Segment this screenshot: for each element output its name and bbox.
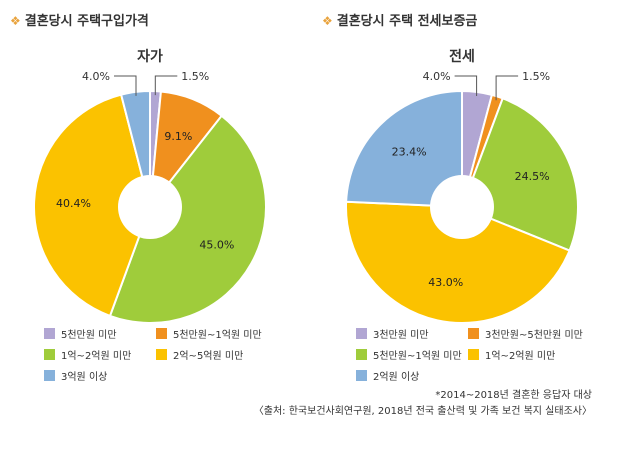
- chart-panel-own-home: ❖ 결혼당시 주택구입가격 자가 1.5% 9.1% 45.0% 40.4% 4.0% 5천…: [0, 0, 312, 400]
- legend-label: 3천만원~5천만원 미만: [485, 330, 583, 341]
- legend-item: 2억~5억원 미만: [156, 347, 243, 362]
- leader-line: [154, 75, 178, 96]
- legend-item: 1억~2억원 미만: [44, 347, 131, 362]
- chart-heading-text: 결혼당시 주택 전세보증금: [336, 14, 478, 29]
- chart-panel-jeonse: ❖ 결혼당시 주택 전세보증금 전세 4.0% 1.5% 24.5% 43.0% 23.4%…: [312, 0, 624, 400]
- legend-label: 1억~2억원 미만: [485, 351, 556, 362]
- legend-item: 5천만원~1억원 미만: [356, 347, 462, 362]
- leader-line: [114, 75, 137, 96]
- chart-heading: ❖ 결혼당시 주택구입가격: [10, 10, 149, 29]
- legend-label: 5천만원 미만: [61, 330, 117, 341]
- chart-subtitle: 자가: [137, 49, 163, 65]
- legend-swatch: [156, 328, 167, 339]
- slice-value-label: 45.0%: [199, 238, 234, 251]
- legend-swatch: [44, 328, 55, 339]
- legend-label: 2억원 이상: [373, 372, 420, 383]
- slice-value-label: 9.1%: [164, 130, 192, 143]
- donut-chart-jeonse: 전세 4.0% 1.5% 24.5% 43.0% 23.4%: [345, 48, 580, 324]
- footnote-source: 〈출처: 한국보건사회연구원, 2018년 전국 출산력 및 가족 보건 복지 …: [253, 406, 592, 417]
- legend-swatch: [468, 349, 479, 360]
- legend-item: 3천만원 미만: [356, 326, 429, 341]
- legend-item: 3억원 이상: [44, 368, 107, 383]
- donut-hole: [118, 175, 182, 239]
- slice-value-label: 43.0%: [428, 276, 463, 289]
- legend-swatch: [468, 328, 479, 339]
- chart-subtitle: 전세: [449, 48, 475, 65]
- leader-line: [495, 75, 519, 101]
- legend-label: 2억~5억원 미만: [173, 351, 244, 362]
- slice-value-label: 1.5%: [522, 70, 550, 83]
- legend-label: 5천만원~1억원 미만: [173, 330, 262, 341]
- slice-value-label: 24.5%: [515, 170, 550, 183]
- diamond-bullet-icon: ❖: [322, 14, 333, 28]
- slice-value-label: 4.0%: [423, 70, 451, 83]
- chart-heading: ❖ 결혼당시 주택 전세보증금: [322, 10, 477, 29]
- slice-value-label: 1.5%: [181, 70, 209, 83]
- pie-slice: [108, 114, 267, 324]
- diamond-bullet-icon: ❖: [10, 14, 21, 28]
- legend-swatch: [356, 370, 367, 381]
- legend-item: 1억~2억원 미만: [468, 347, 555, 362]
- legend-label: 5천만원~1억원 미만: [373, 351, 462, 362]
- legend-label: 3천만원 미만: [373, 330, 429, 341]
- chart-heading-text: 결혼당시 주택구입가격: [24, 14, 149, 29]
- legend-swatch: [156, 349, 167, 360]
- donut-hole: [430, 175, 494, 239]
- legend-item: 2억원 이상: [356, 368, 419, 383]
- slice-value-label: 40.4%: [56, 197, 91, 210]
- legend-item: 5천만원~1억원 미만: [156, 326, 262, 341]
- legend-swatch: [44, 370, 55, 381]
- legend-item: 3천만원~5천만원 미만: [468, 326, 583, 341]
- leader-line: [454, 75, 478, 96]
- legend-swatch: [356, 328, 367, 339]
- pie-slice: [33, 93, 152, 318]
- pie-slice: [345, 89, 463, 209]
- pie-slice: [345, 200, 571, 324]
- legend-label: 3억원 이상: [61, 372, 108, 383]
- legend-swatch: [356, 349, 367, 360]
- legend-swatch: [44, 349, 55, 360]
- legend-item: 5천만원 미만: [44, 326, 117, 341]
- slice-value-label: 23.4%: [392, 146, 427, 159]
- donut-chart-own-home: 자가 1.5% 9.1% 45.0% 40.4% 4.0%: [33, 49, 267, 324]
- legend-label: 1억~2억원 미만: [61, 351, 132, 362]
- slice-value-label: 4.0%: [82, 70, 110, 83]
- footnote-respondents: *2014~2018년 결혼한 응답자 대상: [435, 390, 592, 401]
